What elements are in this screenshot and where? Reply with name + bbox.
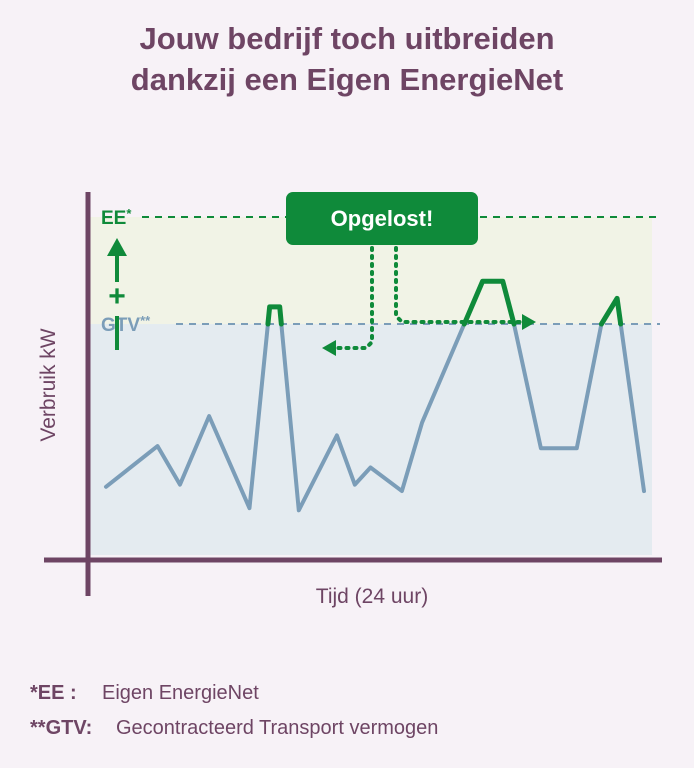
gtv-threshold-label: GTV** <box>101 313 151 336</box>
ee-threshold-label: EE* <box>101 206 132 229</box>
ee-label-mark: * <box>126 206 132 221</box>
legend-key-gtv: **GTV: <box>30 717 93 739</box>
legend-key-ee: *EE : <box>30 682 77 704</box>
consumption-line <box>104 279 646 513</box>
arrow-left-icon <box>322 340 336 356</box>
resolved-badge-text: Opgelost! <box>331 206 434 231</box>
peak-segment-1 <box>265 304 284 327</box>
arrow-up-icon <box>107 238 127 256</box>
legend-text-ee: Eigen EnergieNet <box>102 682 259 704</box>
zone-below-gtv <box>90 324 652 555</box>
chart-title: Jouw bedrijf toch uitbreiden dankzij een… <box>0 18 694 100</box>
legend-text-gtv: Gecontracteerd Transport vermogen <box>116 717 439 739</box>
resolved-badge <box>286 192 478 245</box>
chart-area: EE* GTV** – + Opgelost! Verbruik kW Tijd… <box>37 192 662 608</box>
capacity-arrow: – + <box>107 238 127 350</box>
gtv-label-mark: ** <box>140 313 151 328</box>
connector-arrows <box>322 246 536 356</box>
title-line-2: dankzij een Eigen EnergieNet <box>130 62 564 97</box>
x-axis-label: Tijd (24 uur) <box>316 585 428 608</box>
ee-label-text: EE <box>101 208 126 229</box>
peak-segment-2 <box>461 278 517 327</box>
gtv-label-text: GTV <box>101 315 140 336</box>
legend-row-ee: *EE : Eigen EnergieNet <box>30 676 438 711</box>
arrow-right-icon <box>522 314 536 330</box>
peak-segments <box>265 278 624 327</box>
arrow-plus-sign: + <box>108 280 126 313</box>
title-line-1: Jouw bedrijf toch uitbreiden <box>139 21 555 56</box>
legend: *EE : Eigen EnergieNet **GTV: Gecontract… <box>30 676 438 746</box>
legend-row-gtv: **GTV: Gecontracteerd Transport vermogen <box>30 711 438 746</box>
peak-segment-3 <box>598 295 624 327</box>
dotted-connector-left <box>332 246 374 350</box>
dotted-connector-right <box>394 246 524 324</box>
y-axis-label: Verbruik kW <box>37 328 60 441</box>
